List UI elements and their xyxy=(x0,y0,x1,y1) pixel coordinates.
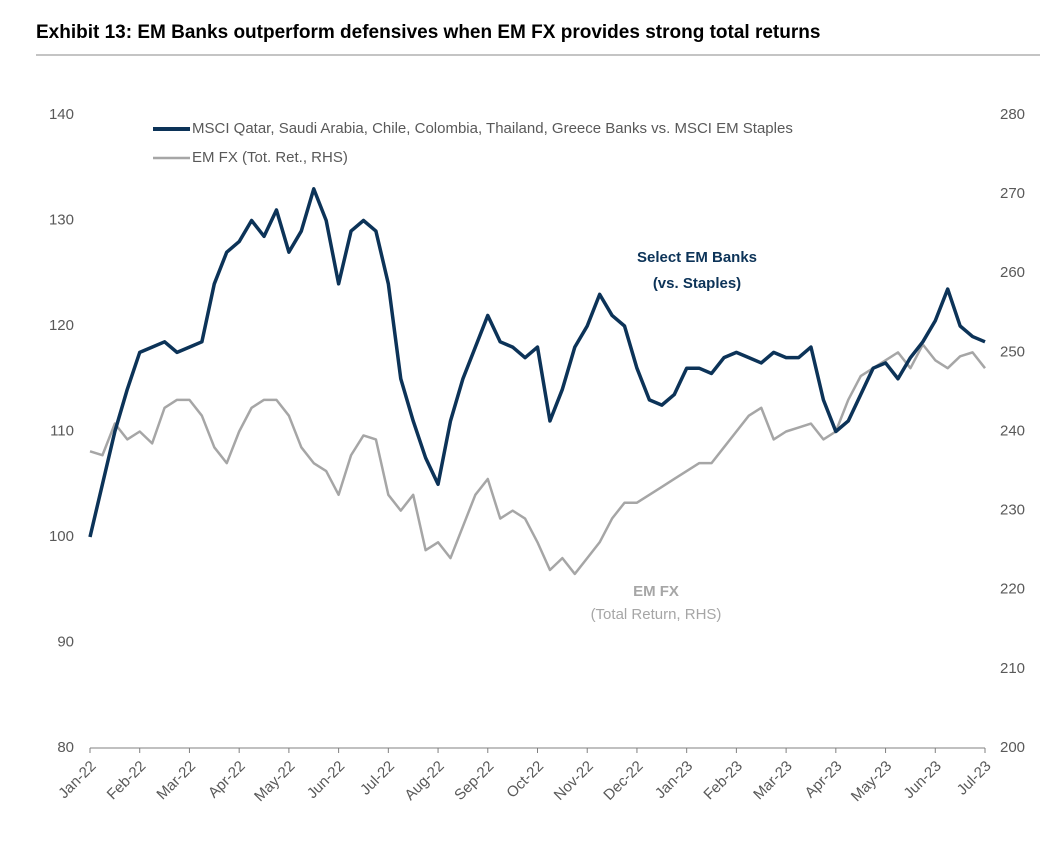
annotation: Select EM Banks xyxy=(637,249,757,266)
y2-tick-label: 270 xyxy=(1000,185,1025,202)
y2-tick-label: 230 xyxy=(1000,502,1025,519)
x-tick-label: Nov-22 xyxy=(551,758,597,804)
x-tick-label: Jul-22 xyxy=(357,758,398,799)
x-tick-label: Feb-23 xyxy=(700,758,746,804)
x-tick-label: Mar-22 xyxy=(153,758,199,804)
y-tick-label: 80 xyxy=(57,739,74,756)
y-tick-label: 110 xyxy=(50,422,74,439)
y-tick-label: 130 xyxy=(49,211,74,228)
x-tick-label: Jun-22 xyxy=(304,758,348,802)
x-tick-label: Jul-23 xyxy=(954,758,995,799)
y2-tick-label: 250 xyxy=(1000,343,1025,360)
series-line xyxy=(89,343,986,576)
x-tick-label: May-22 xyxy=(251,758,298,805)
y2-tick-label: 240 xyxy=(1000,422,1025,439)
x-tick-label: Feb-22 xyxy=(104,758,150,804)
x-tick-label: Jun-23 xyxy=(900,758,944,802)
chart-title: Exhibit 13: EM Banks outperform defensiv… xyxy=(36,22,820,43)
x-tick-label: Sep-22 xyxy=(451,758,497,804)
series-line xyxy=(88,187,986,538)
x-tick-label: Oct-22 xyxy=(503,758,547,802)
x-tick-label: Jan-23 xyxy=(652,758,696,802)
x-tick-label: Mar-23 xyxy=(750,758,796,804)
y2-tick-label: 260 xyxy=(1000,264,1025,281)
y2-tick-label: 220 xyxy=(1000,581,1025,598)
annotation: EM FX xyxy=(633,583,679,600)
x-tick-label: Apr-23 xyxy=(802,758,846,802)
y2-tick-label: 200 xyxy=(1000,739,1025,756)
x-tick-label: Dec-22 xyxy=(600,758,646,804)
y-tick-label: 100 xyxy=(49,528,74,545)
y2-tick-label: 280 xyxy=(1000,106,1025,123)
annotation: (Total Return, RHS) xyxy=(591,606,722,623)
annotation: (vs. Staples) xyxy=(653,275,741,292)
x-tick-label: Apr-22 xyxy=(205,758,249,802)
x-tick-label: May-23 xyxy=(848,758,895,805)
y-tick-label: 120 xyxy=(49,317,74,334)
y-tick-label: 140 xyxy=(49,106,74,123)
x-tick-label: Aug-22 xyxy=(401,758,447,804)
legend-label: EM FX (Tot. Ret., RHS) xyxy=(192,149,348,166)
y-tick-label: 90 xyxy=(57,633,74,650)
x-tick-label: Jan-22 xyxy=(55,758,99,802)
y2-tick-label: 210 xyxy=(1000,660,1025,677)
legend-label: MSCI Qatar, Saudi Arabia, Chile, Colombi… xyxy=(192,120,793,137)
